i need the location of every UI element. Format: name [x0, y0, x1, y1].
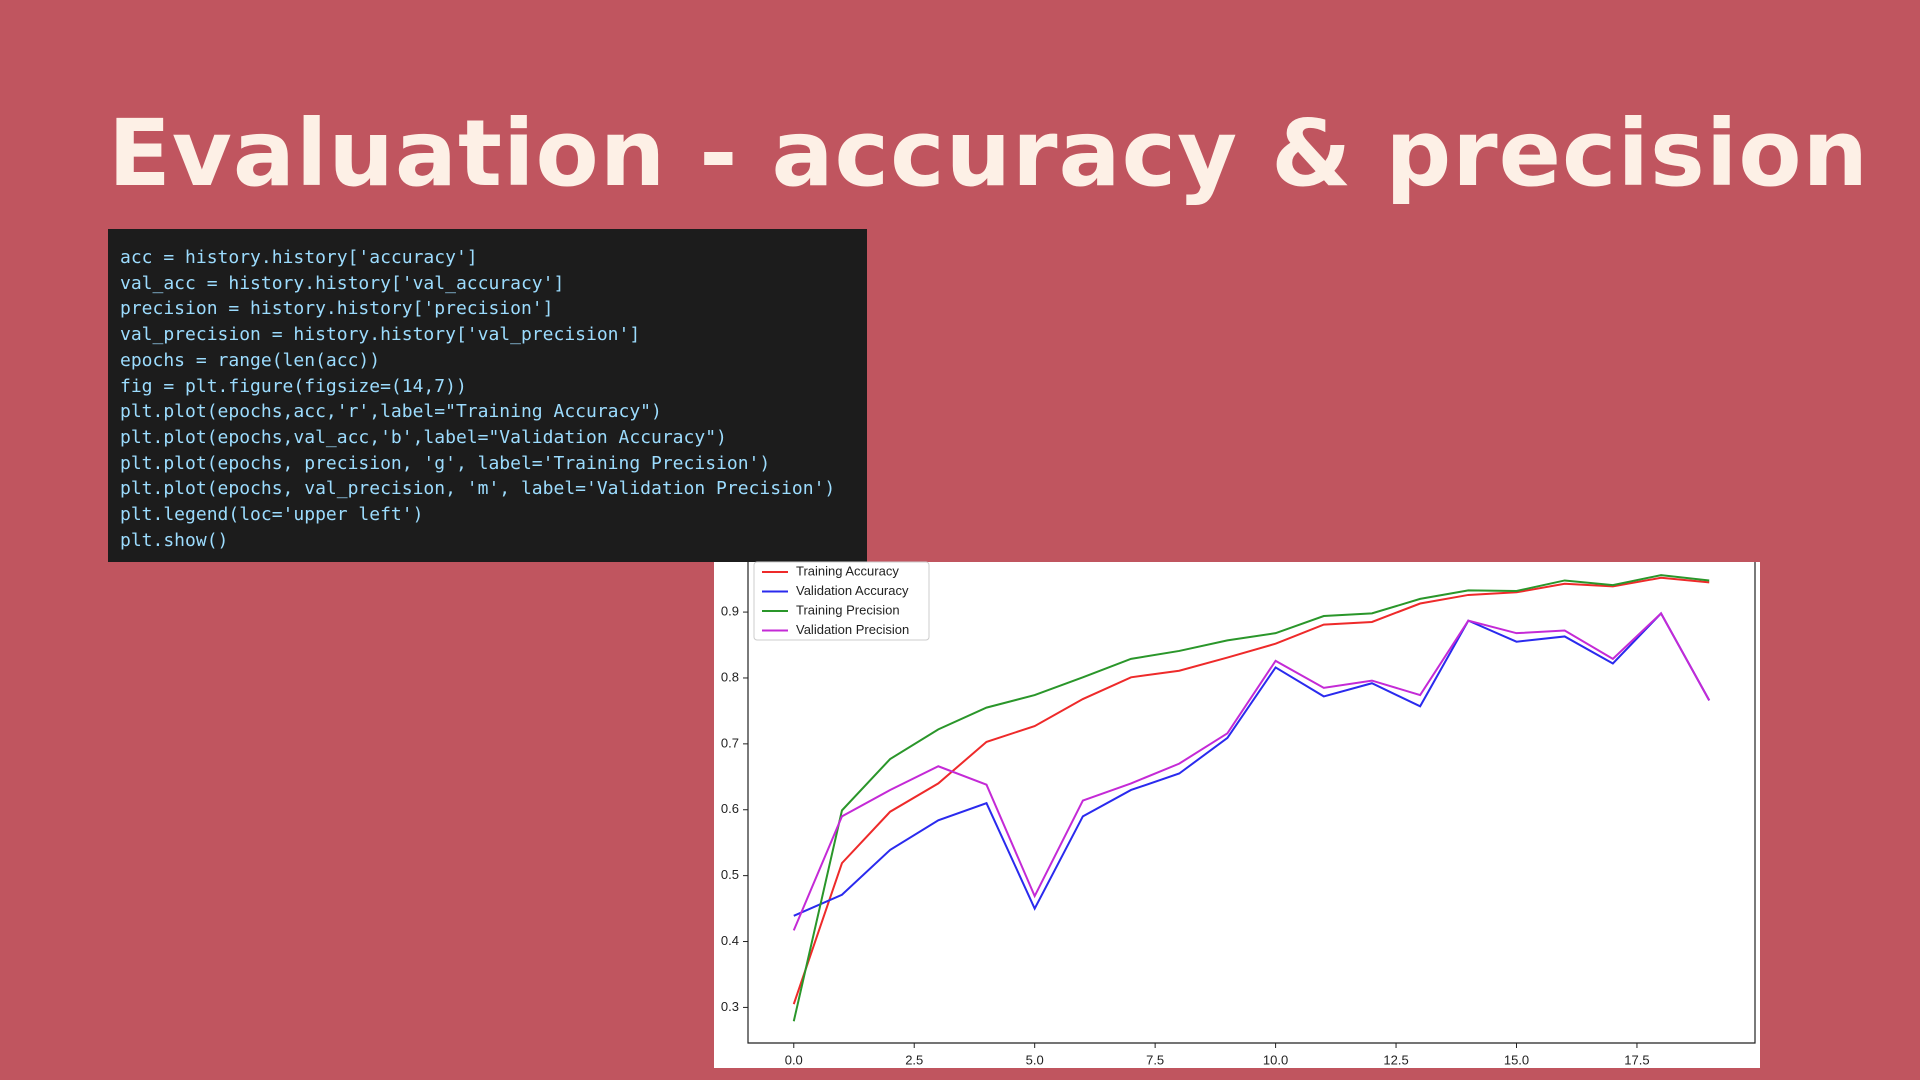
legend-box: [753, 561, 930, 641]
code-line: plt.show(): [120, 529, 229, 551]
code-line: plt.plot(epochs,acc,'r',label="Training …: [120, 401, 662, 423]
y-tick-label: 0.5: [721, 867, 739, 882]
x-tick-label: 0.0: [785, 1052, 803, 1067]
legend-label: Training Precision: [796, 602, 900, 617]
y-tick-label: 0.6: [721, 801, 739, 816]
axis-frame: [747, 562, 1756, 1044]
code-line: acc = history.history['accuracy']: [120, 247, 478, 268]
x-tick-label: 7.5: [1146, 1052, 1164, 1067]
code-line: plt.plot(epochs,val_acc,'b',label="Valid…: [120, 426, 727, 448]
code-line: precision = history.history['precision']: [120, 298, 554, 320]
series-line: [792, 576, 1710, 1005]
x-tick-label: 10.0: [1263, 1052, 1288, 1067]
x-tick-label: 2.5: [905, 1052, 923, 1067]
slide-title: Evaluation - accuracy & precision: [108, 100, 1870, 207]
y-tick-label: 0.8: [721, 669, 739, 684]
legend-label: Validation Precision: [796, 622, 909, 637]
code-line: fig = plt.figure(figsize=(14,7)): [120, 375, 467, 397]
x-tick-label: 5.0: [1026, 1052, 1044, 1067]
code-block: acc = history.history['accuracy'] val_acc…: [108, 229, 867, 562]
legend-label: Training Accuracy: [796, 563, 899, 578]
y-tick-label: 0.9: [721, 604, 739, 619]
series-line: [792, 611, 1711, 931]
code-line: plt.legend(loc='upper left'): [120, 504, 424, 526]
x-tick-label: 12.5: [1383, 1052, 1408, 1067]
y-tick-label: 0.4: [721, 933, 739, 948]
series-line: [792, 574, 1710, 1022]
legend-label: Validation Accuracy: [796, 583, 909, 598]
code-line: plt.plot(epochs, val_precision, 'm', lab…: [120, 478, 836, 500]
code-line: val_acc = history.history['val_accuracy'…: [120, 272, 565, 294]
code-line: plt.plot(epochs, precision, 'g', label='…: [120, 452, 771, 474]
y-tick-label: 0.7: [721, 735, 739, 750]
y-tick-label: 0.3: [721, 999, 739, 1014]
code-line: epochs = range(len(acc)): [120, 349, 381, 371]
series-line: [793, 611, 1711, 917]
x-tick-label: 15.0: [1504, 1052, 1529, 1067]
x-tick-label: 17.5: [1624, 1052, 1649, 1067]
code-line: val_precision = history.history['val_pre…: [120, 324, 641, 346]
